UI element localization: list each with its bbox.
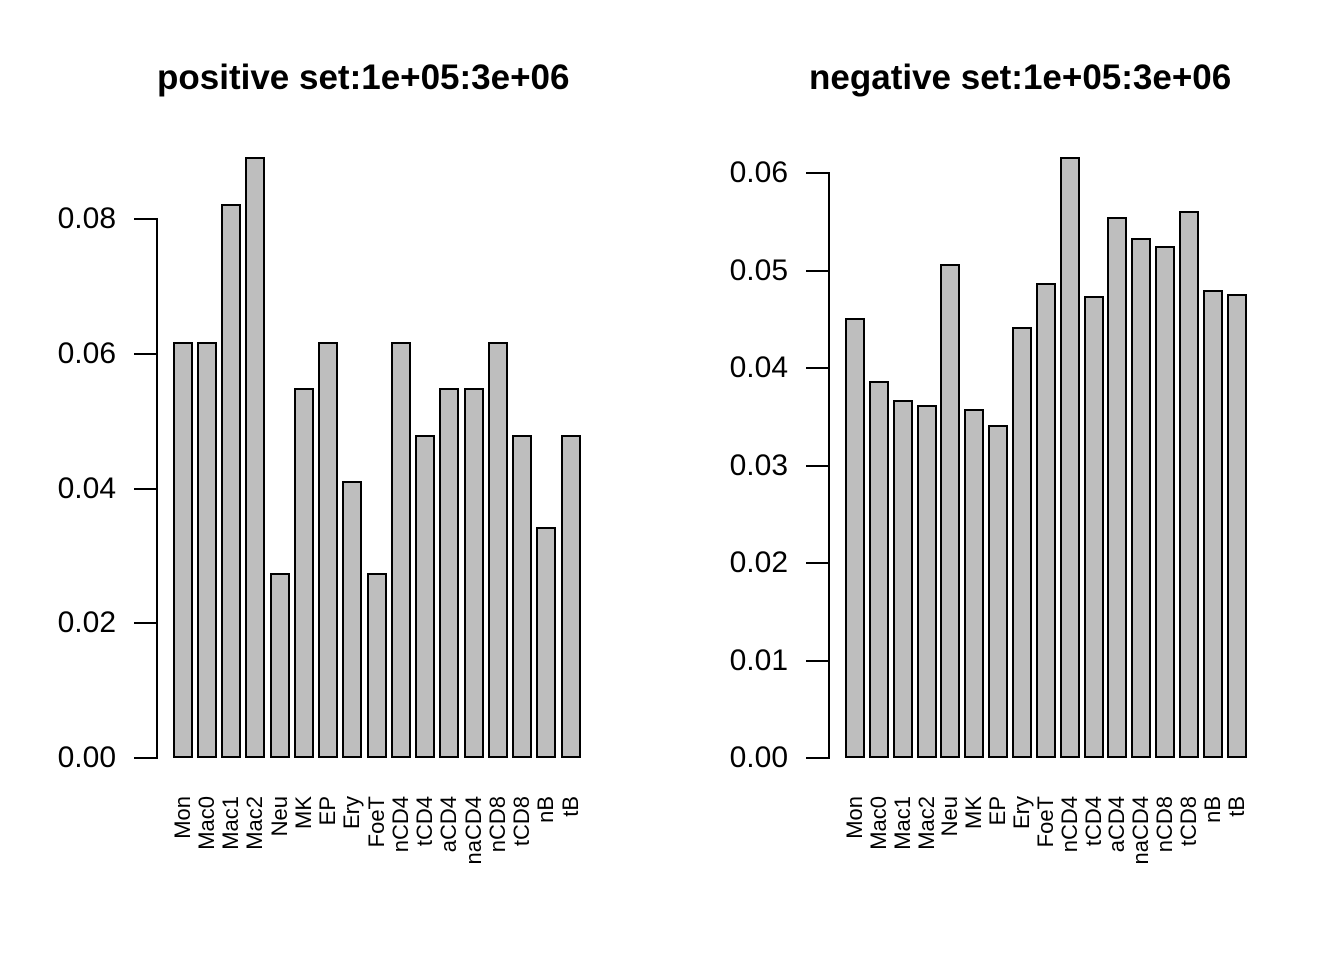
bar-EP bbox=[318, 342, 339, 758]
y-tick-label: 0.03 bbox=[729, 448, 788, 482]
bar-naCD4 bbox=[463, 388, 484, 758]
bar-EP bbox=[988, 424, 1009, 758]
y-tick-label: 0.02 bbox=[57, 606, 116, 640]
bar-nCD8 bbox=[487, 342, 508, 758]
y-tick-mark bbox=[806, 562, 828, 564]
y-tick-mark bbox=[806, 367, 828, 369]
x-tick-label-tB: tB bbox=[1215, 796, 1259, 821]
bar-Mon bbox=[845, 318, 865, 758]
bar-tCD4 bbox=[1083, 295, 1104, 758]
chart-title-negative: negative set:1e+05:3e+06 bbox=[809, 58, 1232, 97]
bar-tB bbox=[1226, 293, 1247, 758]
bar-Mac2 bbox=[916, 405, 937, 758]
y-axis-line bbox=[828, 172, 830, 759]
bar-Mac0 bbox=[196, 342, 217, 758]
bar-tCD8 bbox=[512, 434, 533, 758]
bar-Neu bbox=[940, 263, 961, 758]
y-tick-mark bbox=[134, 487, 156, 490]
y-tick-label: 0.06 bbox=[57, 336, 116, 370]
y-tick-mark bbox=[134, 757, 156, 759]
bar-Neu bbox=[269, 573, 290, 758]
bar-nB bbox=[536, 526, 557, 758]
x-tick-label-tB: tB bbox=[549, 796, 593, 821]
bar-tB bbox=[560, 434, 581, 758]
bar-naCD4 bbox=[1131, 238, 1152, 758]
bar-Mac2 bbox=[245, 157, 266, 758]
y-tick-label: 0.06 bbox=[729, 156, 788, 189]
y-tick-mark bbox=[134, 218, 156, 221]
bar-Mac1 bbox=[221, 203, 242, 758]
bar-FoeT bbox=[366, 573, 387, 758]
chart-title-positive: positive set:1e+05:3e+06 bbox=[157, 58, 570, 97]
bar-FoeT bbox=[1035, 283, 1056, 758]
bar-nB bbox=[1202, 290, 1223, 758]
x-tick-label-text: tB bbox=[557, 796, 583, 817]
y-tick-label: 0.05 bbox=[729, 253, 788, 287]
bar-MK bbox=[964, 408, 985, 758]
y-tick-mark bbox=[134, 622, 156, 625]
y-tick-label: 0.04 bbox=[729, 351, 788, 384]
bar-MK bbox=[293, 388, 314, 758]
bar-aCD4 bbox=[439, 388, 460, 758]
bar-Ery bbox=[1011, 327, 1032, 758]
y-tick-mark bbox=[806, 172, 828, 174]
y-tick-mark bbox=[806, 269, 828, 272]
bar-Ery bbox=[342, 481, 363, 758]
y-axis-line bbox=[156, 218, 158, 759]
bar-Mon bbox=[172, 342, 193, 758]
bar-Mac0 bbox=[868, 380, 889, 758]
bar-nCD4 bbox=[1059, 157, 1080, 758]
bar-aCD4 bbox=[1107, 216, 1128, 758]
y-tick-label: 0.04 bbox=[57, 471, 116, 505]
x-tick-label-text: tB bbox=[1223, 796, 1249, 817]
y-tick-mark bbox=[806, 464, 828, 467]
y-tick-label: 0.00 bbox=[729, 741, 788, 774]
y-tick-mark bbox=[806, 757, 828, 759]
y-tick-mark bbox=[134, 352, 156, 355]
y-tick-label: 0.00 bbox=[57, 741, 116, 774]
bar-tCD8 bbox=[1178, 211, 1199, 758]
bar-tCD4 bbox=[415, 434, 436, 758]
y-tick-mark bbox=[806, 659, 828, 662]
bar-nCD4 bbox=[390, 342, 411, 758]
y-tick-label: 0.02 bbox=[729, 546, 788, 579]
y-tick-label: 0.01 bbox=[729, 643, 788, 677]
y-tick-label: 0.08 bbox=[57, 202, 116, 236]
bar-Mac1 bbox=[892, 400, 913, 758]
bar-nCD8 bbox=[1155, 246, 1176, 758]
